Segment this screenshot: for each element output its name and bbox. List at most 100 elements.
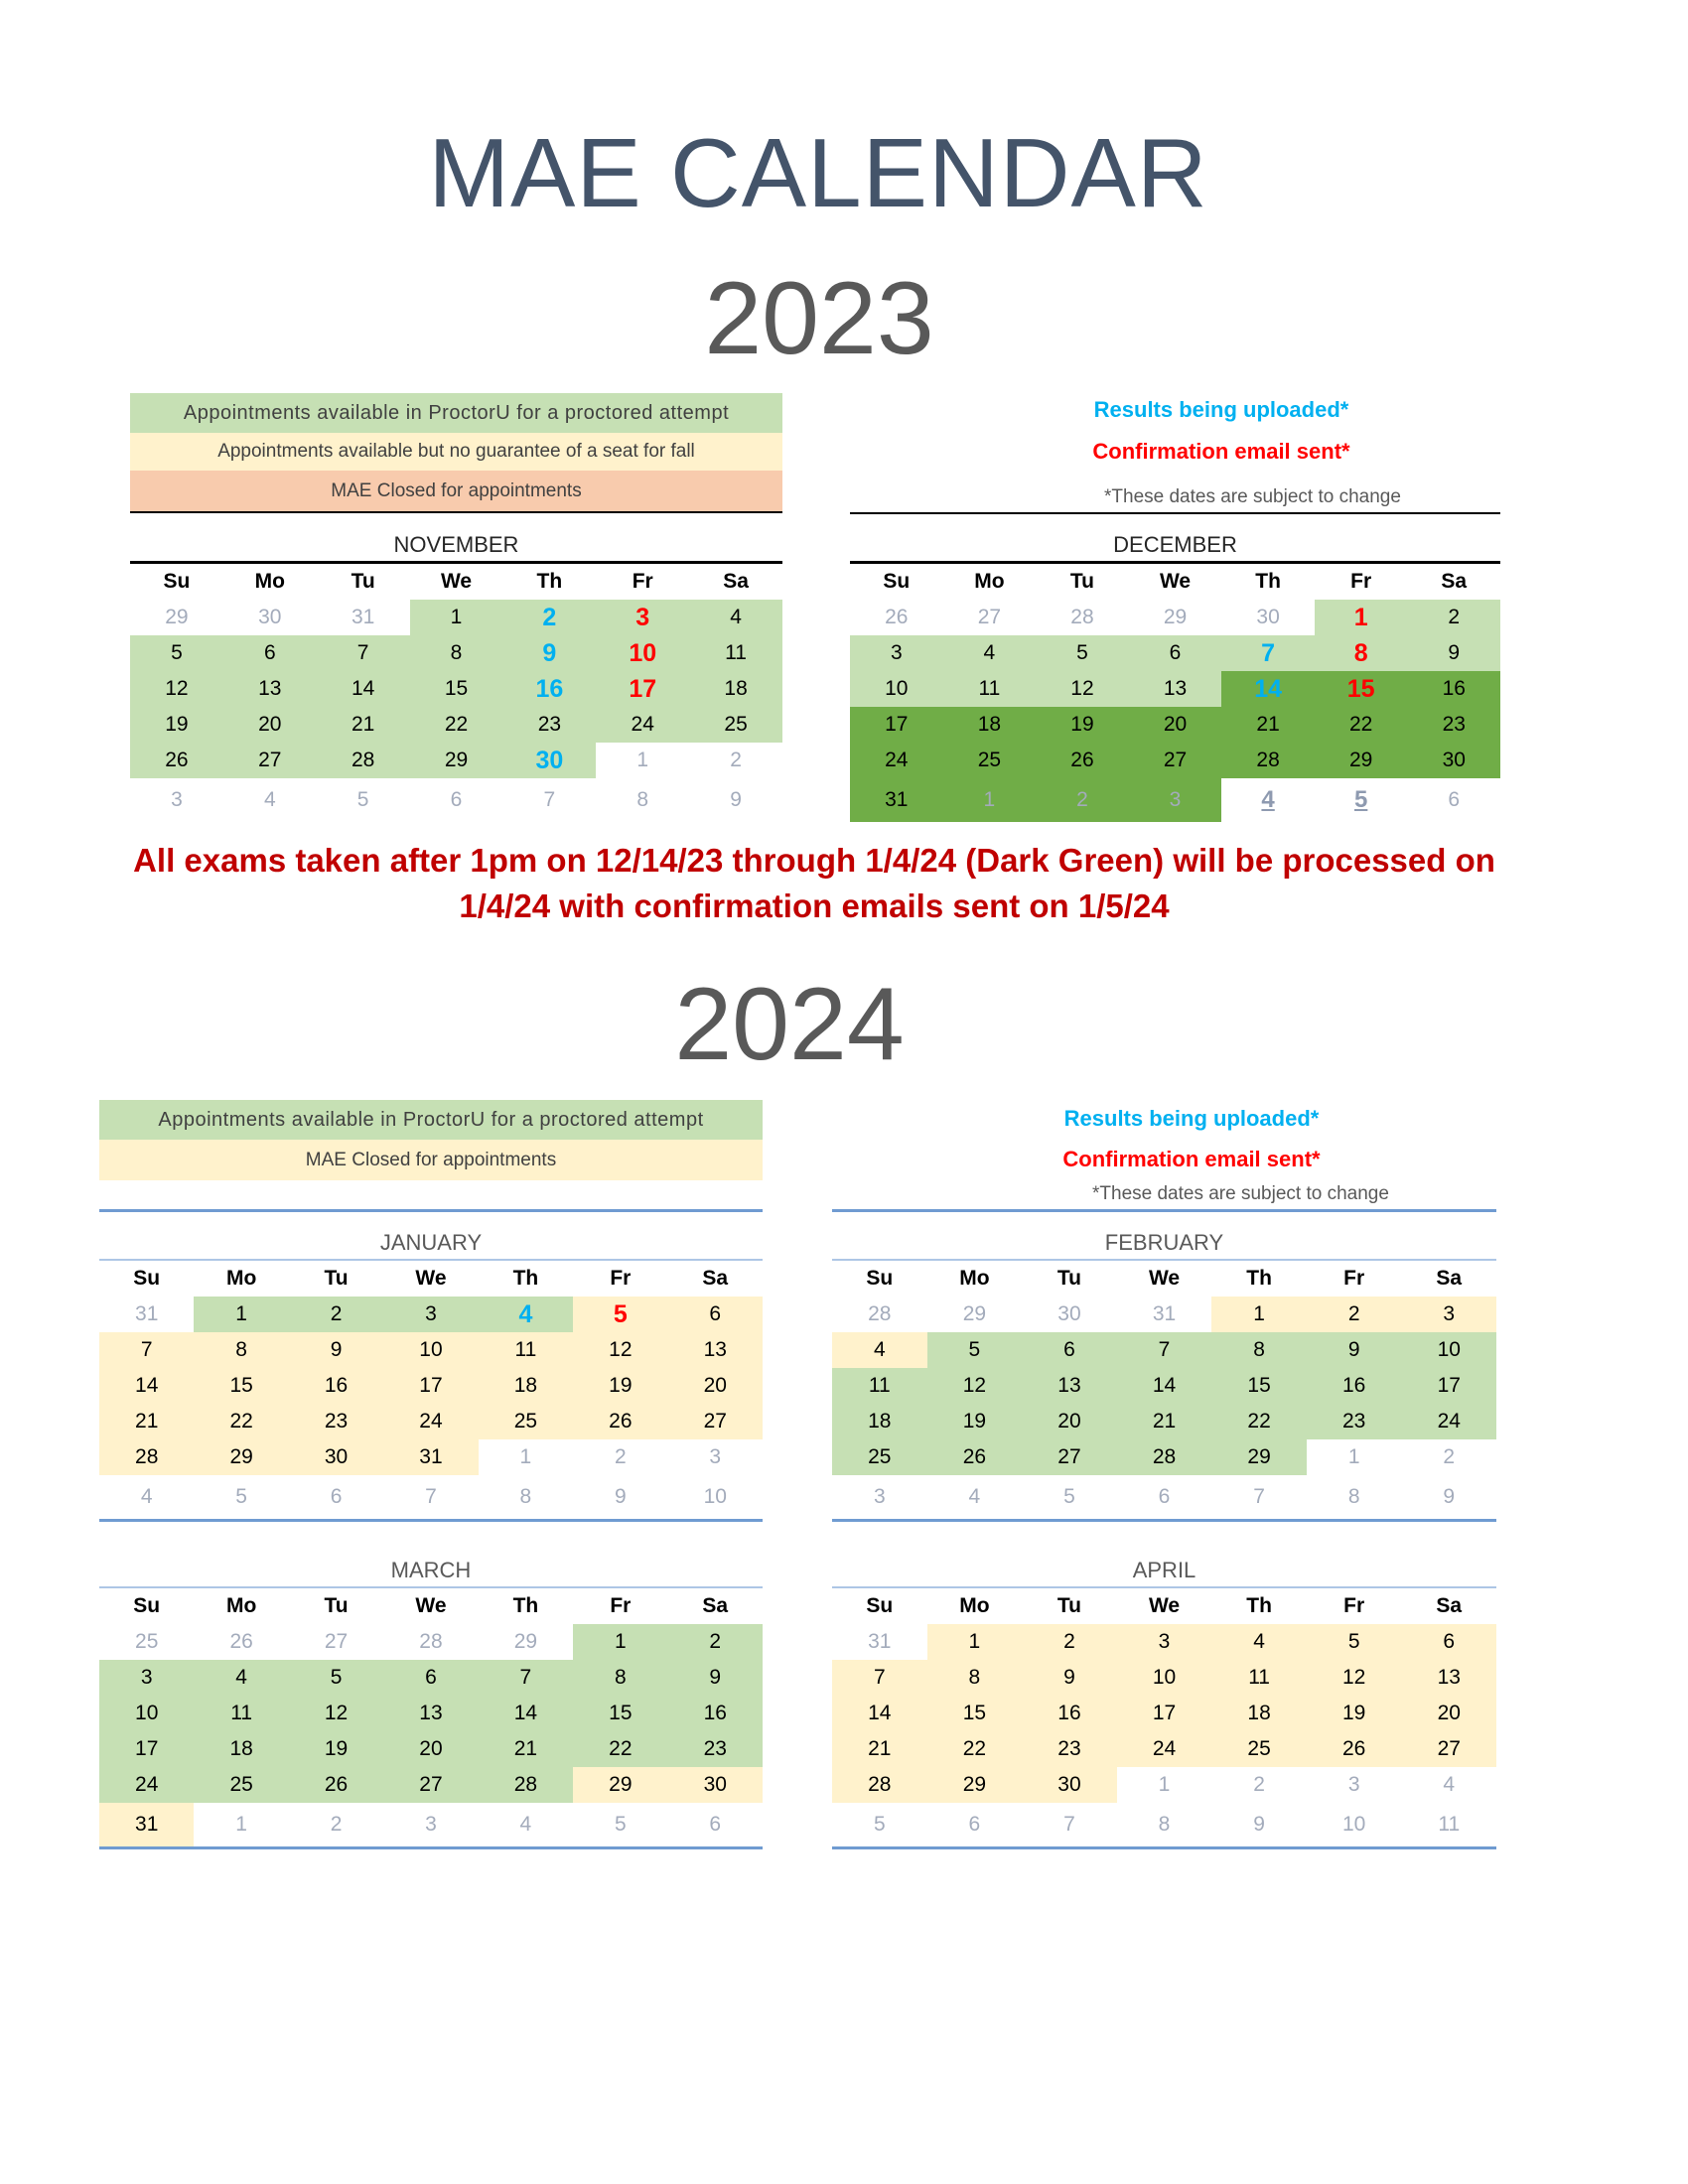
- day-cell: 28: [478, 1767, 574, 1803]
- day-cell: 6: [667, 1297, 763, 1332]
- divider: [99, 1209, 763, 1212]
- day-cell: 5: [1063, 1485, 1075, 1508]
- month-title: MARCH: [390, 1558, 472, 1582]
- day-cell: 3: [850, 635, 943, 671]
- week-row: 24 25 26 27 28 29 30: [99, 1767, 763, 1803]
- day-cell: 25: [478, 1404, 574, 1439]
- legend-closed: MAE Closed for appointments: [130, 471, 782, 511]
- day-cell: 19: [130, 707, 223, 743]
- month-february: FEBRUARY Su Mo Tu We Th Fr Sa 28 29 30 31 1 2 3 4 5 6 7 8 9 1…: [832, 1226, 1497, 1522]
- day-cell: 13: [667, 1332, 763, 1368]
- divider: [130, 511, 782, 513]
- weekday-label: Su: [163, 570, 191, 593]
- divider: [832, 1209, 1496, 1212]
- day-cell: 3: [1128, 778, 1222, 822]
- day-cell: 2: [1407, 600, 1501, 635]
- day-cell: 26: [926, 1439, 1023, 1475]
- day-cell: 12: [573, 1332, 668, 1368]
- day-cell: 21: [99, 1404, 195, 1439]
- day-cell: 17: [99, 1731, 195, 1767]
- weekday-label: Fr: [1343, 1267, 1365, 1290]
- day-cell: 15: [1314, 671, 1408, 707]
- day-cell: 22: [1211, 1404, 1307, 1439]
- weekday-header-row: Su Mo Tu We Th Fr Sa: [832, 1261, 1496, 1297]
- week-row: 21 22 23 24 25 26 27: [99, 1404, 763, 1439]
- day-cell: 5: [573, 1297, 668, 1332]
- day-cell: 29: [962, 1302, 987, 1325]
- year-2023-heading: 2023: [704, 261, 934, 376]
- day-cell: 24: [99, 1767, 195, 1803]
- day-cell: 19: [1036, 707, 1129, 743]
- day-cell: 21: [832, 1731, 927, 1767]
- day-cell: 30: [1256, 606, 1280, 628]
- day-cell: 30: [502, 743, 597, 778]
- day-cell: 2: [502, 600, 597, 635]
- day-cell: 31: [135, 1302, 159, 1325]
- day-cell: 29: [1211, 1439, 1307, 1475]
- week-row: 25 26 27 28 29 1 2: [99, 1624, 763, 1660]
- day-cell: 10: [383, 1332, 479, 1368]
- day-cell: 6: [383, 1660, 479, 1696]
- weekday-label: Th: [1246, 1267, 1272, 1290]
- day-cell: 20: [383, 1731, 479, 1767]
- day-cell: 29: [409, 743, 503, 778]
- day-cell: 1: [235, 1813, 247, 1836]
- day-cell: 5: [288, 1660, 384, 1696]
- day-cell: 9: [1253, 1813, 1265, 1836]
- weekday-label: Tu: [1056, 1594, 1081, 1617]
- day-cell: 30: [667, 1767, 763, 1803]
- day-cell: 15: [194, 1368, 289, 1404]
- day-cell: 9: [1407, 635, 1501, 671]
- day-cell: 8: [519, 1485, 532, 1508]
- day-cell: 6: [1448, 788, 1461, 811]
- day-cell: 25: [135, 1630, 159, 1653]
- day-cell: 8: [1158, 1813, 1171, 1836]
- day-cell: 17: [850, 707, 943, 743]
- day-cell: 4: [942, 635, 1037, 671]
- day-cell: 17: [1116, 1696, 1212, 1731]
- day-cell: 24: [383, 1404, 479, 1439]
- day-cell: 29: [1314, 743, 1408, 778]
- day-cell: 9: [667, 1660, 763, 1696]
- week-row: 10 11 12 13 14 15 16: [99, 1696, 763, 1731]
- day-cell: 9: [288, 1332, 384, 1368]
- month-april: APRIL Su Mo Tu We Th Fr Sa 31 1 2 3 4 5 6 7 8 9 10 11 12 13 14…: [832, 1554, 1497, 1849]
- subject-to-change-note: *These dates are subject to change: [1104, 486, 1401, 507]
- day-cell: 31: [383, 1439, 479, 1475]
- day-cell: 4: [968, 1485, 981, 1508]
- day-cell: 30: [258, 606, 282, 628]
- day-cell: 21: [316, 707, 410, 743]
- day-cell: 27: [977, 606, 1002, 628]
- day-cell: 7: [478, 1660, 574, 1696]
- day-cell: 29: [1163, 606, 1188, 628]
- weekday-header-row: Su Mo Tu We Th Fr Sa: [99, 1261, 763, 1297]
- day-cell: 2: [667, 1624, 763, 1660]
- day-cell: 9: [1306, 1332, 1402, 1368]
- day-cell: 1: [519, 1445, 532, 1468]
- weekday-label: Mo: [225, 1267, 257, 1290]
- day-cell: 27: [667, 1404, 763, 1439]
- day-cell: 1: [409, 600, 503, 635]
- day-cell: 19: [573, 1368, 668, 1404]
- day-cell: 6: [1022, 1332, 1117, 1368]
- week-row: 26 27 28 29 30 1 2: [130, 743, 782, 778]
- week-row: 3 4 5 6 7 8 9: [832, 1475, 1496, 1519]
- week-row: 28 29 30 31 1 2 3: [832, 1297, 1497, 1332]
- legend-closed: MAE Closed for appointments: [99, 1140, 763, 1180]
- processing-notice-line: 1/4/24 with confirmation emails sent on …: [459, 887, 1170, 924]
- day-cell: 3: [596, 600, 690, 635]
- day-cell: 15: [926, 1696, 1023, 1731]
- day-cell: 8: [926, 1660, 1023, 1696]
- day-cell: 20: [222, 707, 317, 743]
- day-cell: 25: [942, 743, 1037, 778]
- day-cell: 1: [1314, 600, 1408, 635]
- weekday-label: We: [1148, 1267, 1181, 1290]
- weekday-label: Sa: [702, 1594, 729, 1617]
- day-cell: 2: [614, 1445, 627, 1468]
- day-cell: 23: [288, 1404, 384, 1439]
- week-row: 10 11 12 13 14 15 16: [850, 671, 1501, 707]
- day-cell: 31: [850, 778, 943, 822]
- day-cell: 17: [596, 671, 690, 707]
- day-cell: 13: [1401, 1660, 1497, 1696]
- day-cell: 16: [288, 1368, 384, 1404]
